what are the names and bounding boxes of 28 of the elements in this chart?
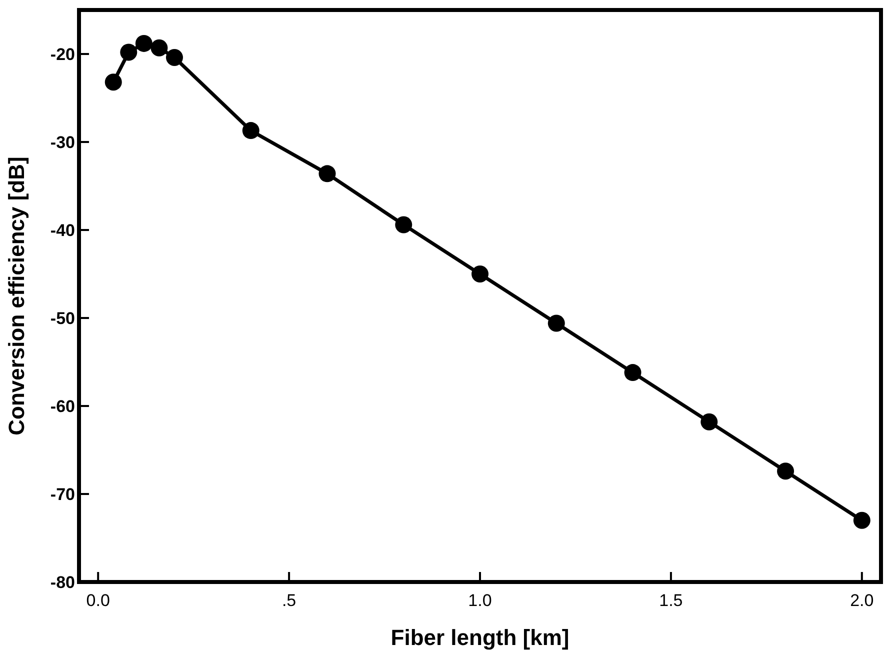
point — [700, 413, 718, 430]
point — [120, 44, 138, 61]
y-tick-label: -30 — [50, 133, 75, 152]
point — [777, 462, 794, 480]
y-axis-title: Conversion efficiency [dB] — [4, 156, 29, 436]
point — [853, 512, 870, 529]
x-tick-label: .5 — [282, 591, 296, 610]
point — [548, 314, 565, 332]
y-tick-label: -80 — [50, 573, 75, 592]
point — [318, 165, 336, 182]
x-tick-label: 1.5 — [659, 591, 683, 610]
y-tick-label: -70 — [50, 485, 75, 504]
point — [472, 266, 488, 282]
x-axis-title: Fiber length [km] — [390, 625, 570, 650]
point — [166, 49, 183, 66]
y-tick-label: -60 — [50, 397, 75, 416]
point — [242, 122, 260, 140]
point — [624, 364, 642, 382]
x-tick-label: 2.0 — [850, 591, 874, 610]
point — [395, 216, 412, 234]
y-tick-label: -20 — [50, 45, 75, 64]
y-tick-label: -50 — [50, 309, 75, 328]
x-tick-label: 1.0 — [468, 591, 492, 610]
point — [104, 74, 122, 91]
y-tick-label: -40 — [50, 221, 75, 240]
point — [135, 34, 152, 52]
point — [150, 39, 168, 56]
x-tick-label: 0.0 — [86, 591, 110, 610]
